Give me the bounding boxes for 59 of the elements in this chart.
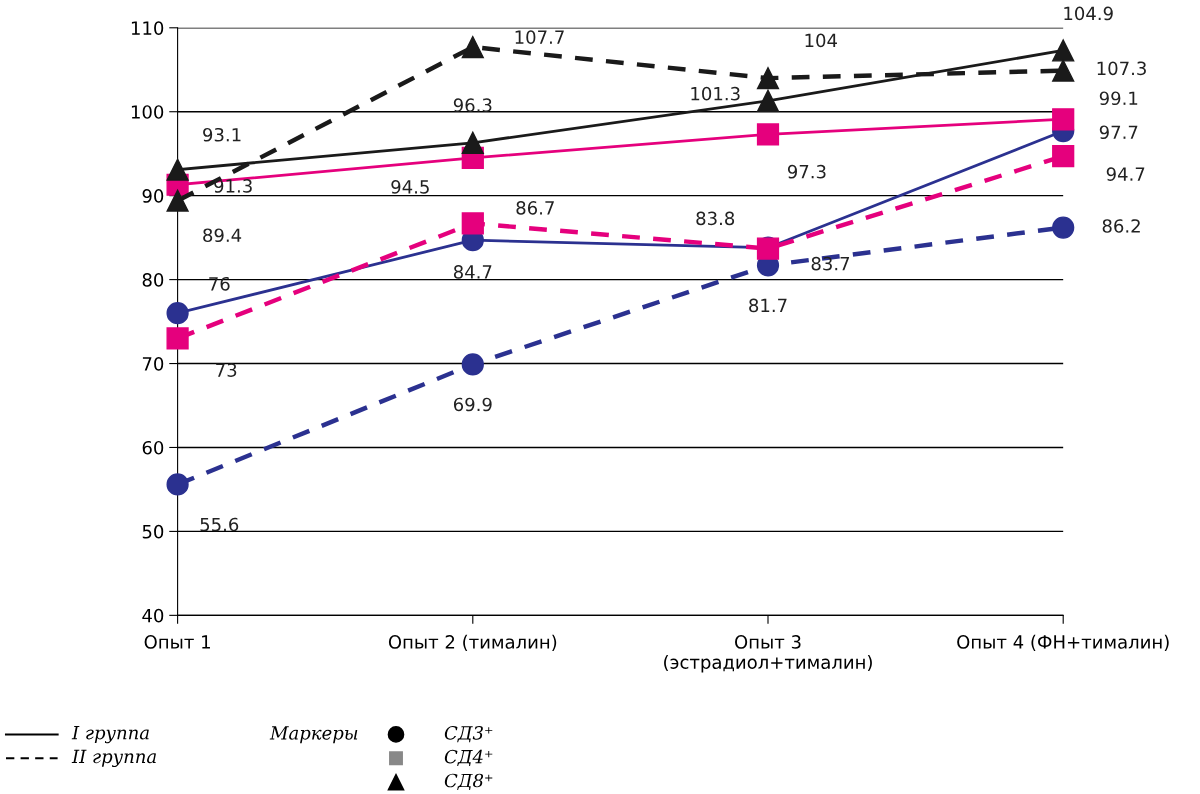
data-label: 107.7 [515, 30, 564, 44]
point [1052, 108, 1075, 131]
point [461, 131, 484, 154]
data-label: 104 [805, 33, 837, 48]
y-tick-label: 110 [131, 21, 164, 35]
data-label: 101.3 [691, 86, 740, 101]
x-tick-label: Опыт 3 (эстрадиол+тималин) [664, 635, 872, 673]
data-label: 96.3 [453, 98, 492, 112]
point [166, 327, 189, 350]
data-label: 99.1 [1099, 91, 1138, 106]
point [756, 123, 780, 146]
data-label: 91.3 [214, 179, 252, 193]
y-tick-label: 40 [142, 608, 164, 623]
point [461, 353, 484, 376]
point [166, 302, 189, 325]
data-label: 97.7 [1099, 125, 1138, 140]
point [1052, 59, 1075, 82]
point [461, 35, 484, 59]
x-tick-label: Опыт 1 [144, 635, 210, 649]
x-tick-label: Опыт 4 (ФН+тималин) [957, 634, 1169, 651]
point [166, 189, 189, 212]
data-label: 73 [216, 363, 237, 377]
data-label: 69.9 [453, 397, 492, 412]
point [756, 89, 780, 112]
data-label: 76 [209, 276, 230, 291]
data-label: 104.9 [1064, 6, 1113, 21]
data-label: 89.4 [203, 228, 242, 243]
text: СД4⁺ [444, 749, 493, 767]
data-label: 83.8 [696, 211, 735, 226]
y-tick-label: 50 [142, 524, 164, 539]
data-label: 84.7 [453, 265, 492, 279]
text: II группа [71, 749, 156, 768]
point [166, 473, 189, 496]
point [1052, 39, 1075, 62]
point [166, 158, 189, 181]
point [1052, 145, 1075, 168]
y-tick-label: 90 [142, 189, 164, 203]
data-label: 107.3 [1097, 61, 1146, 76]
x-tick-label: Опыт 2 (тималин) [388, 634, 557, 651]
data-label: 81.7 [749, 298, 787, 313]
data-label: 94.7 [1106, 167, 1145, 181]
data-label: 83.7 [811, 256, 850, 271]
y-tick-label: 100 [131, 105, 164, 119]
data-label: 86.7 [516, 201, 554, 215]
data-label: 94.5 [391, 180, 429, 194]
text: Маркеры [269, 726, 358, 744]
point [1052, 216, 1075, 239]
data-label: 97.3 [787, 164, 826, 179]
point [461, 212, 484, 235]
point [756, 67, 780, 90]
data-label: 93.1 [203, 127, 241, 142]
data-label: 86.2 [1102, 219, 1140, 233]
text: I группа [71, 726, 149, 744]
y-tick-label: 60 [142, 440, 164, 455]
text: СД3⁺ [444, 726, 493, 743]
text: СД8⁺ [444, 773, 493, 790]
y-tick-label: 70 [142, 357, 164, 371]
y-tick-label: 80 [142, 273, 164, 287]
data-label: 55.6 [200, 517, 239, 532]
